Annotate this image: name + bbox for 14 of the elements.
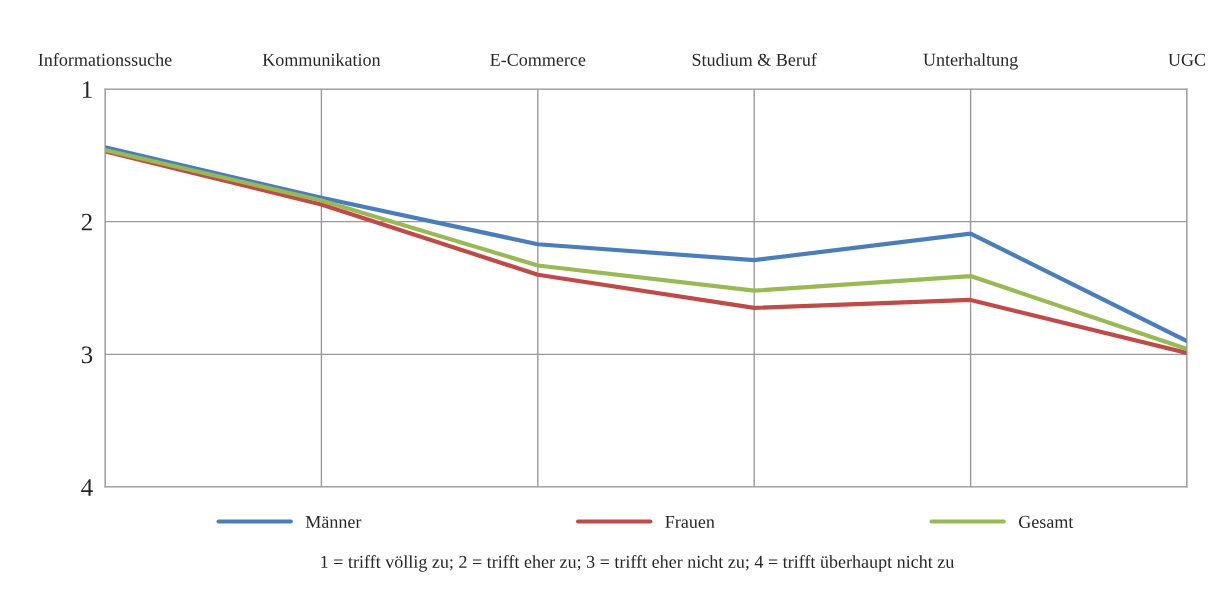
y-tick-label: 3: [81, 346, 93, 364]
legend-label: Frauen: [665, 516, 715, 529]
y-tick-label: 1: [82, 81, 92, 98]
text: 1 = trifft völlig zu; 2 = trifft eher zu; 3 = trifft eher nicht zu; 4 = trifft überhaupt nicht zu: [321, 555, 954, 572]
x-tick-label: UGC: [1168, 53, 1206, 66]
x-tick-label: E-Commerce: [490, 53, 586, 66]
legend-label: Männer: [305, 516, 362, 529]
x-tick-label: Informationssuche: [38, 53, 172, 66]
y-tick-label: 4: [81, 479, 93, 496]
x-tick-label: Unterhaltung: [923, 53, 1018, 70]
y-tick-label: 2: [81, 213, 92, 231]
legend-label: Gesamt: [1018, 515, 1074, 529]
x-tick-label: Studium & Beruf: [692, 53, 817, 66]
x-tick-label: Kommunikation: [262, 53, 381, 66]
